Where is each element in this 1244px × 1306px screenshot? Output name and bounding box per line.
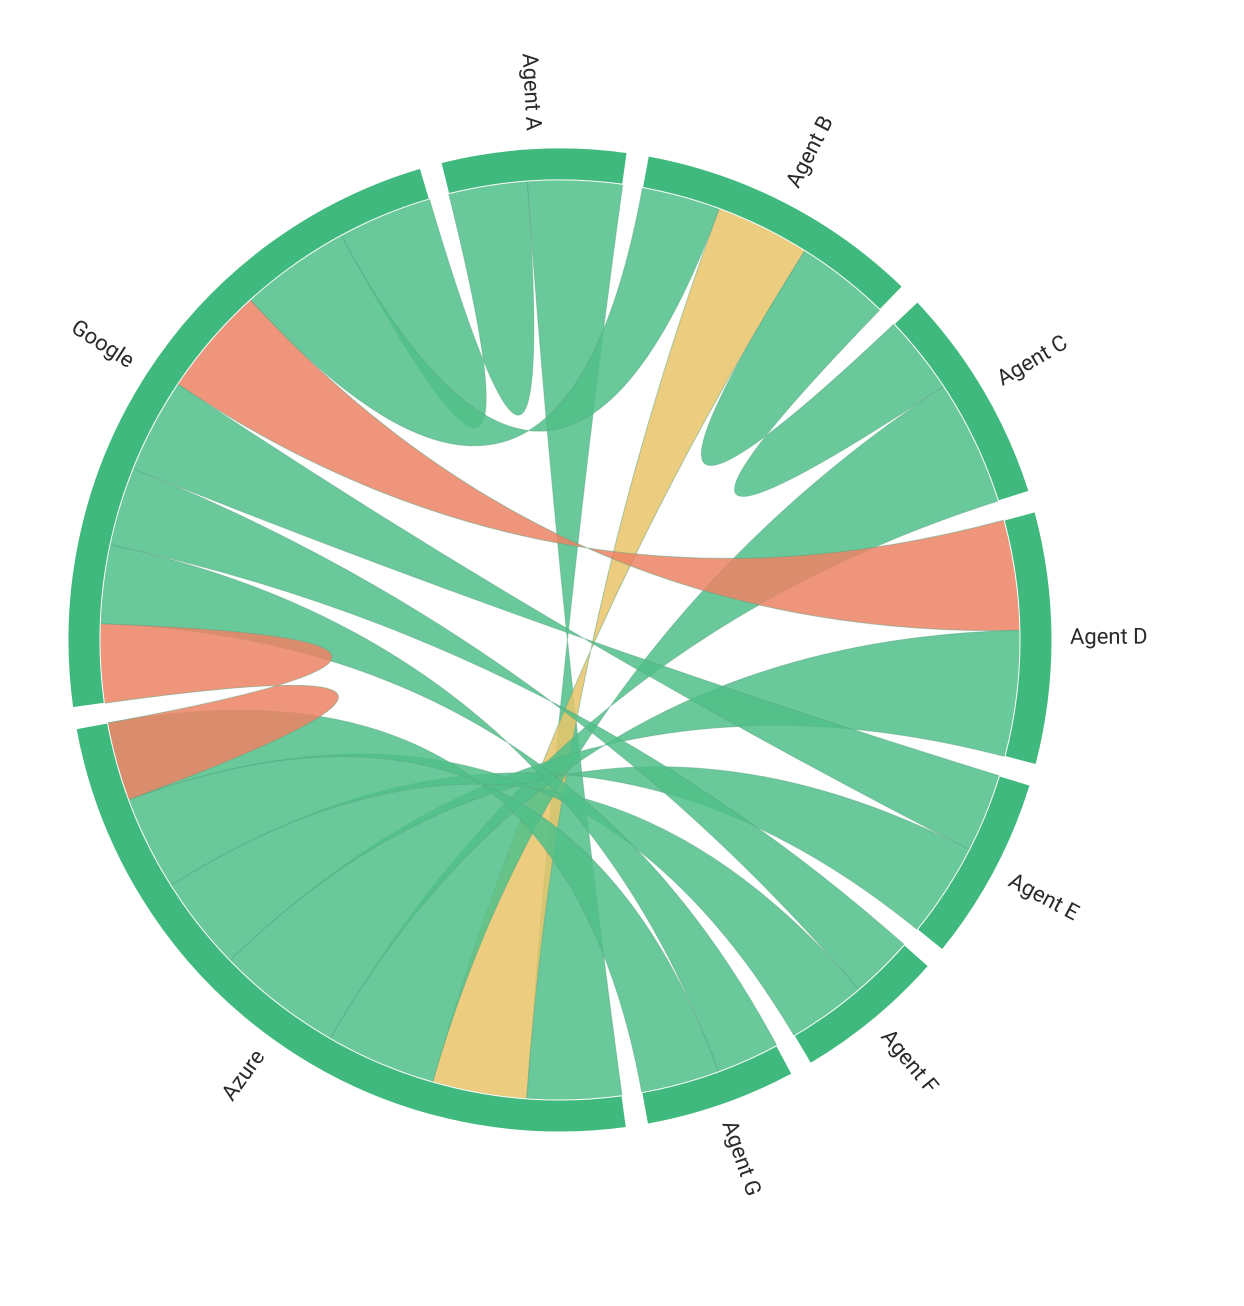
label-agentE: Agent E bbox=[1004, 869, 1083, 927]
label-azure: Azure bbox=[217, 1045, 270, 1105]
label-agentB: Agent B bbox=[781, 112, 838, 192]
label-google: Google bbox=[67, 315, 139, 374]
ribbons-group bbox=[100, 180, 1020, 1100]
label-agentG: Agent G bbox=[716, 1117, 765, 1199]
label-agentA: Agent A bbox=[517, 53, 546, 132]
label-agentC: Agent C bbox=[993, 330, 1072, 391]
chord-diagram: Agent A Agent B Agent C Agent D Agent E Agent… bbox=[0, 0, 1244, 1306]
chord-svg: Agent A Agent B Agent C Agent D Agent E Agent… bbox=[0, 0, 1244, 1306]
label-agentD: Agent D bbox=[1070, 625, 1148, 650]
label-agentF: Agent F bbox=[876, 1025, 943, 1099]
